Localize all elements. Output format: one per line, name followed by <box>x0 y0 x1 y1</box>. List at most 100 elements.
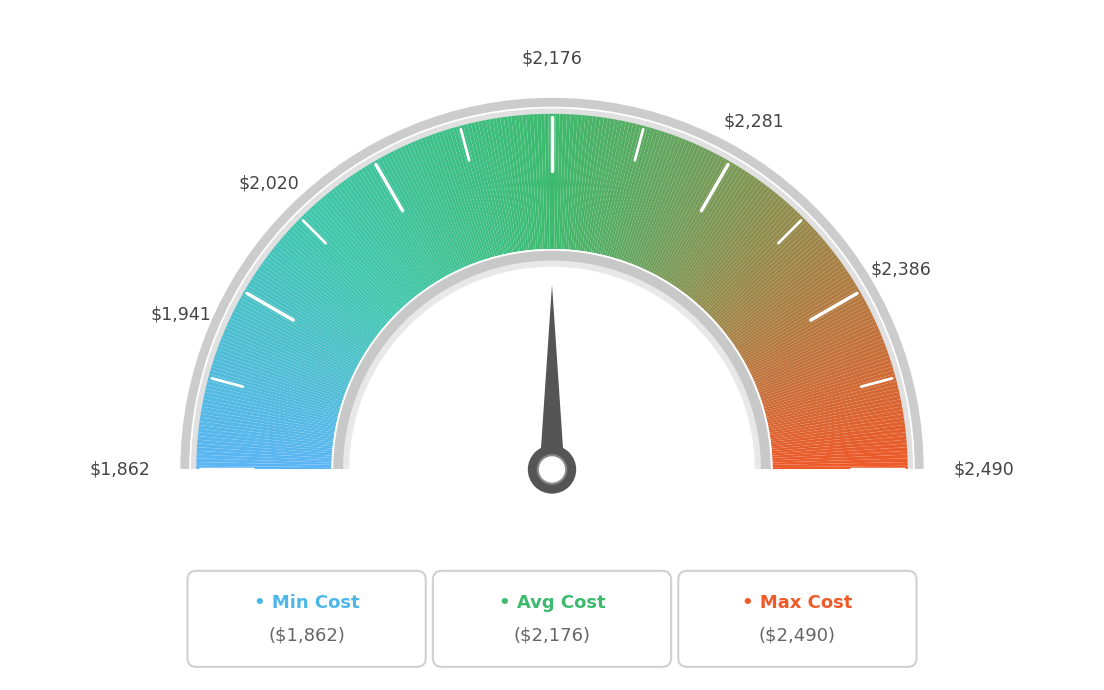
Wedge shape <box>361 167 436 284</box>
Wedge shape <box>205 388 338 422</box>
Wedge shape <box>407 143 465 268</box>
Text: $2,386: $2,386 <box>870 261 931 279</box>
Wedge shape <box>765 381 898 417</box>
Wedge shape <box>668 167 743 284</box>
Wedge shape <box>340 181 423 293</box>
Wedge shape <box>687 188 773 297</box>
Wedge shape <box>270 248 379 335</box>
Wedge shape <box>701 208 796 308</box>
Wedge shape <box>609 126 648 257</box>
Wedge shape <box>745 298 866 365</box>
Wedge shape <box>202 403 336 431</box>
Wedge shape <box>259 264 372 344</box>
Wedge shape <box>768 400 901 428</box>
Wedge shape <box>620 131 666 261</box>
Wedge shape <box>210 371 340 410</box>
Wedge shape <box>533 114 543 249</box>
Text: $2,490: $2,490 <box>954 460 1015 478</box>
Wedge shape <box>760 349 888 397</box>
Wedge shape <box>773 466 907 469</box>
Wedge shape <box>700 205 793 307</box>
FancyBboxPatch shape <box>188 571 426 667</box>
Wedge shape <box>233 308 355 371</box>
Wedge shape <box>662 161 733 279</box>
Wedge shape <box>224 328 350 384</box>
Wedge shape <box>670 169 745 284</box>
Wedge shape <box>660 159 730 279</box>
Wedge shape <box>582 117 604 251</box>
Polygon shape <box>19 469 1085 683</box>
Wedge shape <box>217 346 346 395</box>
Wedge shape <box>197 444 332 455</box>
Wedge shape <box>746 302 868 367</box>
Wedge shape <box>227 322 351 380</box>
Wedge shape <box>591 119 618 253</box>
Wedge shape <box>197 458 331 465</box>
Wedge shape <box>446 129 488 259</box>
Wedge shape <box>763 363 892 406</box>
Wedge shape <box>371 161 442 279</box>
Wedge shape <box>328 190 415 298</box>
Text: $2,176: $2,176 <box>521 50 583 68</box>
Wedge shape <box>764 371 894 410</box>
Wedge shape <box>214 356 343 402</box>
Wedge shape <box>598 121 629 255</box>
Wedge shape <box>767 395 901 426</box>
Wedge shape <box>766 384 899 419</box>
Wedge shape <box>203 395 337 426</box>
Wedge shape <box>199 425 333 444</box>
Wedge shape <box>421 137 473 264</box>
Wedge shape <box>726 251 836 336</box>
Text: • Avg Cost: • Avg Cost <box>499 594 605 612</box>
Wedge shape <box>319 198 410 302</box>
FancyBboxPatch shape <box>678 571 916 667</box>
Wedge shape <box>201 410 335 435</box>
Wedge shape <box>381 156 448 276</box>
Text: $2,281: $2,281 <box>723 112 784 131</box>
Wedge shape <box>223 332 349 386</box>
Wedge shape <box>740 282 857 355</box>
Wedge shape <box>241 295 360 363</box>
Wedge shape <box>571 115 585 250</box>
Wedge shape <box>230 315 353 375</box>
Wedge shape <box>623 132 669 262</box>
Wedge shape <box>650 151 713 273</box>
Wedge shape <box>331 188 417 297</box>
Text: ($1,862): ($1,862) <box>268 627 346 645</box>
Wedge shape <box>731 260 842 342</box>
Wedge shape <box>605 124 640 256</box>
Wedge shape <box>703 210 798 310</box>
Wedge shape <box>635 140 690 266</box>
Wedge shape <box>191 108 913 469</box>
Wedge shape <box>511 116 529 250</box>
Wedge shape <box>242 292 361 362</box>
Wedge shape <box>742 288 860 359</box>
Wedge shape <box>198 436 332 451</box>
Wedge shape <box>244 288 362 359</box>
Wedge shape <box>763 366 893 408</box>
Wedge shape <box>212 363 341 406</box>
Wedge shape <box>331 249 773 690</box>
Wedge shape <box>254 273 369 349</box>
Wedge shape <box>475 121 506 255</box>
Wedge shape <box>258 266 371 346</box>
Wedge shape <box>311 205 404 307</box>
Wedge shape <box>266 255 376 338</box>
Wedge shape <box>197 451 332 460</box>
Wedge shape <box>514 115 531 250</box>
Polygon shape <box>540 284 564 469</box>
Wedge shape <box>710 221 809 317</box>
Wedge shape <box>285 231 389 324</box>
Wedge shape <box>497 117 520 252</box>
Wedge shape <box>197 447 332 458</box>
Wedge shape <box>391 151 454 273</box>
Wedge shape <box>213 359 342 404</box>
Wedge shape <box>489 119 516 253</box>
Wedge shape <box>199 428 333 446</box>
Wedge shape <box>197 455 331 462</box>
Wedge shape <box>692 195 782 301</box>
Text: ($2,490): ($2,490) <box>758 627 836 645</box>
Wedge shape <box>761 353 889 399</box>
Wedge shape <box>771 428 905 446</box>
Wedge shape <box>288 229 390 322</box>
